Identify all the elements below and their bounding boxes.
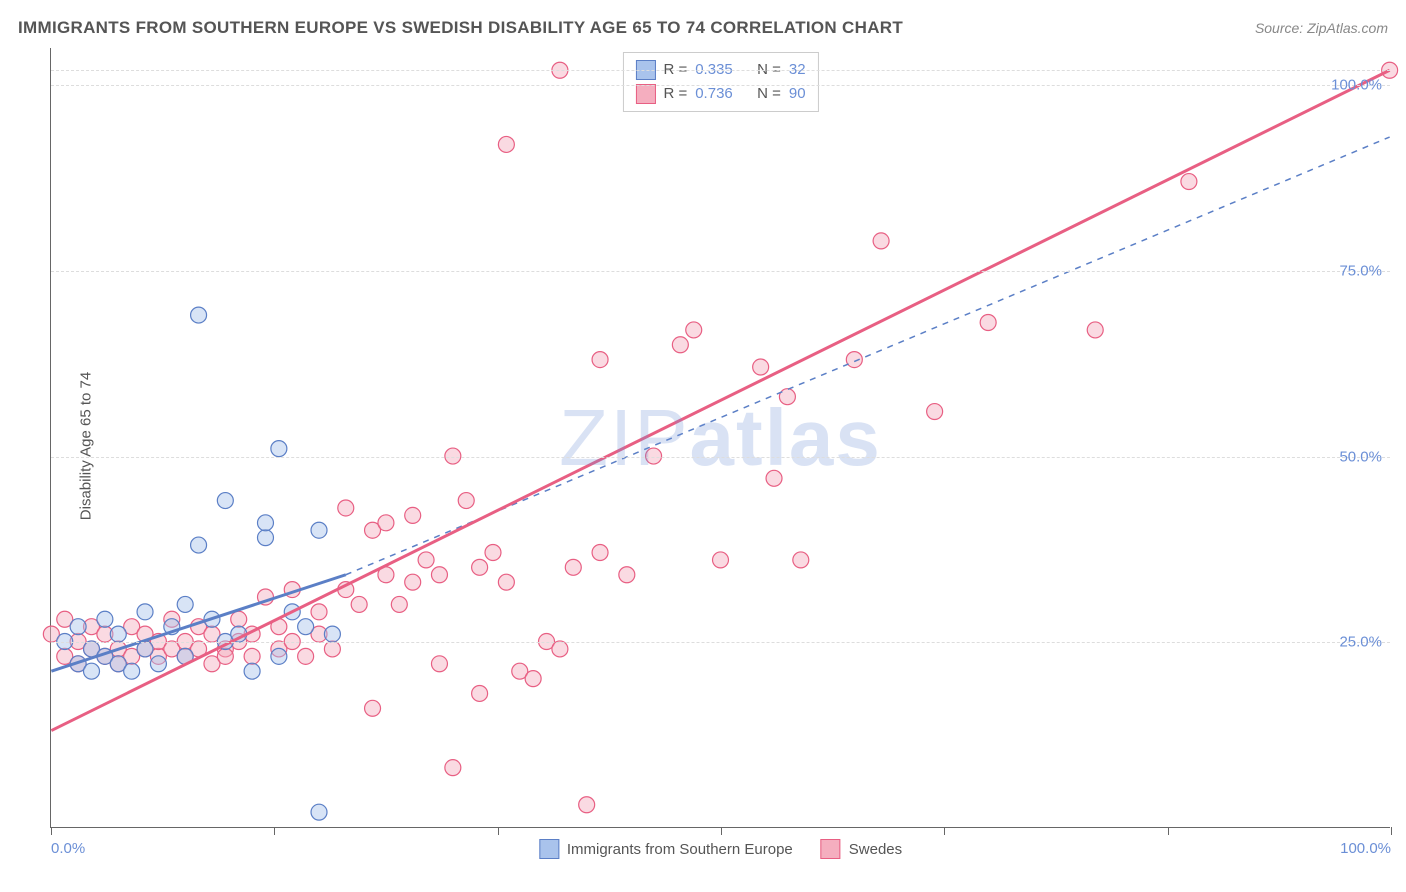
scatter-point bbox=[592, 352, 608, 368]
scatter-point bbox=[565, 559, 581, 575]
scatter-point bbox=[324, 641, 340, 657]
scatter-point bbox=[766, 470, 782, 486]
scatter-point bbox=[84, 663, 100, 679]
scatter-point bbox=[298, 648, 314, 664]
x-tick bbox=[1391, 827, 1392, 835]
correlation-legend: R =0.335 N = 32R =0.736 N = 90 bbox=[622, 52, 818, 112]
gridline bbox=[51, 271, 1390, 272]
scatter-point bbox=[311, 522, 327, 538]
scatter-point bbox=[592, 545, 608, 561]
scatter-point bbox=[351, 596, 367, 612]
x-tick bbox=[498, 827, 499, 835]
scatter-point bbox=[445, 760, 461, 776]
scatter-point bbox=[619, 567, 635, 583]
scatter-point bbox=[244, 648, 260, 664]
scatter-point bbox=[150, 656, 166, 672]
x-tick bbox=[721, 827, 722, 835]
y-tick-label: 100.0% bbox=[1331, 77, 1382, 94]
x-tick-label-min: 0.0% bbox=[51, 840, 85, 857]
scatter-point bbox=[97, 611, 113, 627]
scatter-point bbox=[579, 797, 595, 813]
scatter-point bbox=[686, 322, 702, 338]
chart-header: IMMIGRANTS FROM SOUTHERN EUROPE VS SWEDI… bbox=[18, 18, 1388, 38]
x-tick bbox=[1168, 827, 1169, 835]
x-tick bbox=[51, 827, 52, 835]
scatter-point bbox=[177, 596, 193, 612]
scatter-point bbox=[1181, 174, 1197, 190]
scatter-point bbox=[472, 685, 488, 701]
scatter-point bbox=[110, 626, 126, 642]
scatter-point bbox=[324, 626, 340, 642]
scatter-plot bbox=[51, 48, 1390, 827]
scatter-point bbox=[418, 552, 434, 568]
legend-label: Swedes bbox=[849, 841, 902, 858]
scatter-point bbox=[431, 656, 447, 672]
scatter-point bbox=[552, 641, 568, 657]
gridline bbox=[51, 70, 1390, 71]
scatter-point bbox=[873, 233, 889, 249]
scatter-point bbox=[927, 404, 943, 420]
scatter-point bbox=[137, 604, 153, 620]
scatter-point bbox=[793, 552, 809, 568]
scatter-point bbox=[391, 596, 407, 612]
scatter-point bbox=[70, 619, 86, 635]
scatter-point bbox=[498, 136, 514, 152]
scatter-point bbox=[753, 359, 769, 375]
y-tick-label: 50.0% bbox=[1339, 448, 1382, 465]
scatter-point bbox=[311, 604, 327, 620]
gridline bbox=[51, 85, 1390, 86]
scatter-point bbox=[124, 663, 140, 679]
legend-swatch bbox=[635, 84, 655, 104]
scatter-point bbox=[231, 611, 247, 627]
scatter-point bbox=[271, 441, 287, 457]
scatter-point bbox=[271, 648, 287, 664]
scatter-point bbox=[257, 530, 273, 546]
scatter-point bbox=[244, 663, 260, 679]
series-legend: Immigrants from Southern Europe Swedes bbox=[539, 839, 902, 859]
scatter-point bbox=[191, 307, 207, 323]
scatter-point bbox=[405, 574, 421, 590]
scatter-point bbox=[458, 493, 474, 509]
scatter-point bbox=[485, 545, 501, 561]
scatter-point bbox=[525, 671, 541, 687]
x-tick bbox=[274, 827, 275, 835]
scatter-point bbox=[672, 337, 688, 353]
legend-item: Swedes bbox=[821, 839, 902, 859]
y-tick-label: 75.0% bbox=[1339, 262, 1382, 279]
scatter-point bbox=[472, 559, 488, 575]
scatter-point bbox=[217, 493, 233, 509]
scatter-point bbox=[191, 537, 207, 553]
scatter-point bbox=[298, 619, 314, 635]
legend-label: Immigrants from Southern Europe bbox=[567, 841, 793, 858]
scatter-point bbox=[257, 515, 273, 531]
gridline bbox=[51, 642, 1390, 643]
scatter-point bbox=[846, 352, 862, 368]
legend-swatch bbox=[539, 839, 559, 859]
legend-swatch bbox=[821, 839, 841, 859]
chart-container: ZIPatlas R =0.335 N = 32R =0.736 N = 90 … bbox=[50, 48, 1390, 828]
scatter-point bbox=[980, 315, 996, 331]
scatter-point bbox=[217, 648, 233, 664]
scatter-point bbox=[431, 567, 447, 583]
scatter-point bbox=[498, 574, 514, 590]
scatter-point bbox=[378, 515, 394, 531]
scatter-point bbox=[1087, 322, 1103, 338]
gridline bbox=[51, 457, 1390, 458]
scatter-point bbox=[311, 804, 327, 820]
scatter-point bbox=[713, 552, 729, 568]
x-tick bbox=[944, 827, 945, 835]
scatter-point bbox=[405, 507, 421, 523]
source-label: Source: ZipAtlas.com bbox=[1255, 20, 1388, 36]
scatter-point bbox=[365, 700, 381, 716]
y-tick-label: 25.0% bbox=[1339, 634, 1382, 651]
chart-title: IMMIGRANTS FROM SOUTHERN EUROPE VS SWEDI… bbox=[18, 18, 903, 38]
trend-line bbox=[51, 70, 1389, 730]
scatter-point bbox=[338, 500, 354, 516]
x-tick-label-max: 100.0% bbox=[1340, 840, 1391, 857]
legend-item: Immigrants from Southern Europe bbox=[539, 839, 793, 859]
